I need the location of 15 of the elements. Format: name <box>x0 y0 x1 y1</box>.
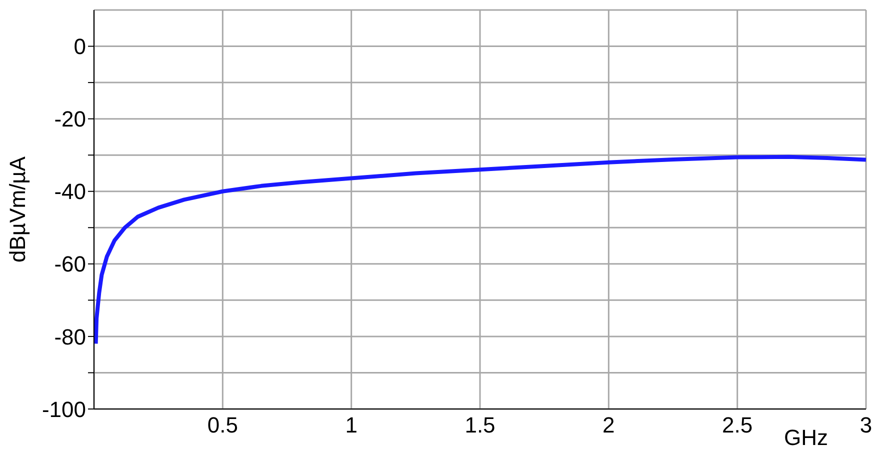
y-tick-label: -40 <box>54 179 86 204</box>
y-tick-label: -80 <box>54 324 86 350</box>
x-tick-label: 0.5 <box>207 412 238 438</box>
x-tick-label: 3 <box>860 412 872 438</box>
x-axis-title: GHz <box>784 425 828 450</box>
x-tick-label: 2.5 <box>722 412 753 438</box>
x-tick-label: 1.5 <box>464 412 496 438</box>
y-axis-title: dBµVm/µA <box>4 156 30 263</box>
y-tick-label: 0 <box>74 34 86 60</box>
x-tick-label: 1 <box>345 412 358 438</box>
y-tick-label: -100 <box>42 396 86 422</box>
y-tick-label: -60 <box>54 252 86 277</box>
x-tick-label: 2 <box>602 412 615 438</box>
y-tick-label: -20 <box>54 106 86 132</box>
line-series <box>94 154 866 346</box>
